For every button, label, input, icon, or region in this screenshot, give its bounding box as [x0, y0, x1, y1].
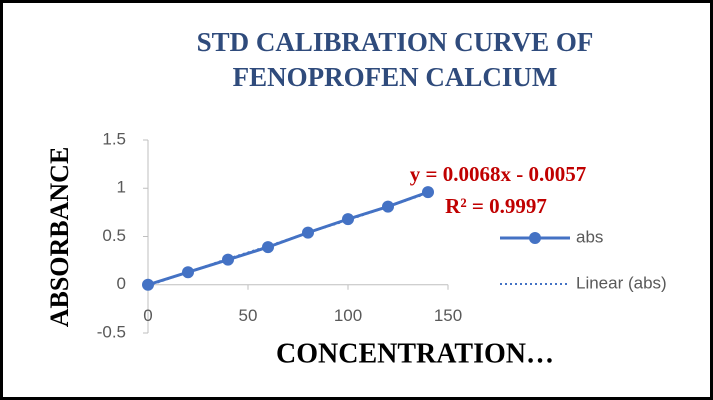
marker: [182, 266, 194, 279]
y-tick-label: 1.5: [102, 129, 126, 148]
y-tick-label: 0.5: [102, 226, 126, 245]
y-axis-label: ABSORBANCE: [45, 147, 74, 328]
y-tick-label: 0: [117, 274, 126, 293]
x-tick-label: 0: [143, 306, 152, 325]
chart-title: FENOPROFEN CALCIUM: [233, 62, 558, 92]
x-axis-label: CONCENTRATION…: [276, 338, 554, 369]
marker: [382, 200, 394, 213]
legend-marker: [529, 232, 541, 244]
annotation: y = 0.0068x - 0.0057: [410, 162, 586, 186]
chart-title: STD CALIBRATION CURVE OF: [197, 27, 594, 57]
marker: [422, 186, 434, 199]
annotation: R² = 0.9997: [445, 194, 547, 218]
legend-label: Linear (abs): [576, 273, 667, 292]
y-tick-label: 1: [117, 178, 126, 197]
x-tick-label: 150: [434, 306, 462, 325]
marker: [302, 226, 314, 239]
x-tick-label: 50: [239, 306, 258, 325]
y-tick-label: -0.5: [97, 322, 126, 341]
marker: [222, 253, 234, 266]
legend-label: abs: [576, 227, 603, 246]
x-tick-label: 100: [334, 306, 362, 325]
trendline: [147, 192, 429, 287]
